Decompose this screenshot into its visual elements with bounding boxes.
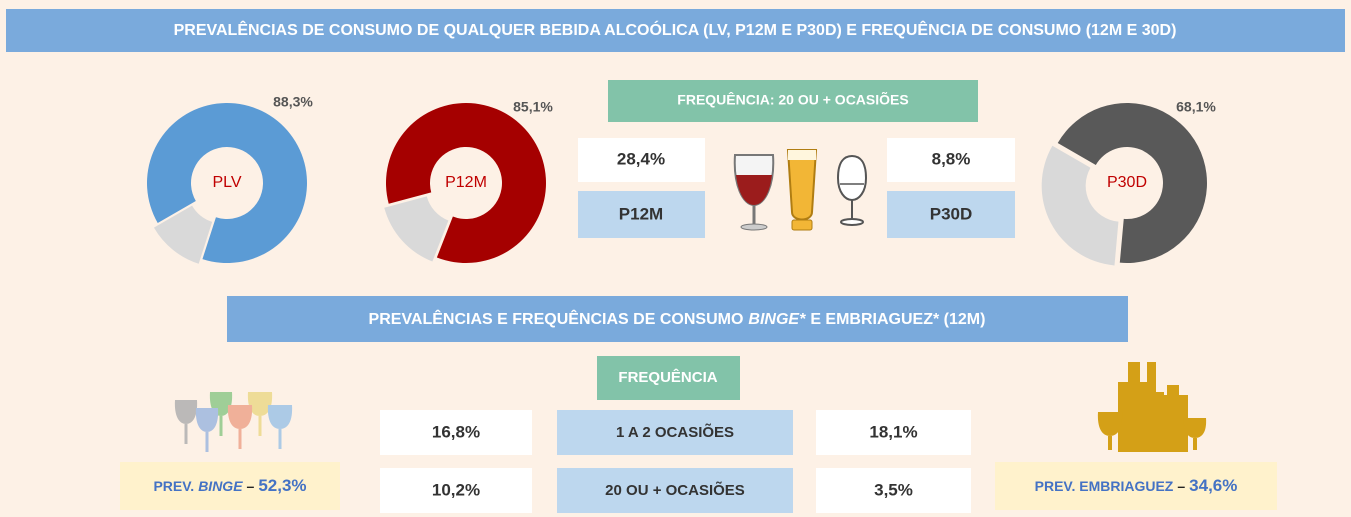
donut-slice <box>1057 102 1208 263</box>
donut-slice <box>147 103 307 264</box>
drunk-sep: – <box>1177 478 1185 494</box>
binge-text: PREV. BINGE –52,3% <box>153 476 306 495</box>
title-bar <box>6 9 1345 52</box>
value-label: 88,3% <box>273 94 313 110</box>
title: PREVALÊNCIAS DE CONSUMO DE QUALQUER BEBI… <box>174 20 1177 39</box>
freq-header <box>608 80 978 122</box>
donut-rest <box>1041 145 1119 266</box>
drunk-text: PREV. EMBRIAGUEZ –34,6% <box>1035 476 1238 495</box>
glasses-group-icon <box>174 392 293 452</box>
value-box <box>887 138 1015 182</box>
label-box <box>887 191 1015 238</box>
value-label: 68,1% <box>1176 99 1216 115</box>
drunk-value: 34,6% <box>1189 476 1237 495</box>
row-label: 1 A 2 OCASIÕES <box>616 423 734 441</box>
label: P30D <box>930 204 973 223</box>
row-box <box>816 468 971 513</box>
row-box <box>380 468 532 513</box>
bottles-icon <box>1097 362 1207 452</box>
freq-header <box>597 356 740 400</box>
donut-slice <box>386 103 546 263</box>
row-box <box>380 410 532 455</box>
section-title: PREVALÊNCIAS E FREQUÊNCIAS DE CONSUMO BIN… <box>369 309 986 328</box>
value-box <box>578 138 705 182</box>
drunk-prefix: PREV. EMBRIAGUEZ <box>1035 478 1174 494</box>
label: P12M <box>619 204 663 223</box>
donut-rest <box>384 196 449 262</box>
binge-value: 52,3% <box>258 476 306 495</box>
row-left: 10,2% <box>432 480 480 499</box>
value: 8,8% <box>932 149 971 168</box>
binge-box <box>120 462 340 510</box>
donut-rest <box>153 205 213 264</box>
label-box <box>578 191 705 238</box>
row-box <box>816 410 971 455</box>
binge-term: BINGE <box>198 478 243 494</box>
value-label: 85,1% <box>513 99 553 115</box>
value: 28,4% <box>617 149 665 168</box>
glasses-icon <box>733 149 868 231</box>
freq-header-text: FREQUÊNCIA: 20 OU + OCASIÕES <box>677 91 908 108</box>
center-label: P12M <box>445 174 487 191</box>
freq-header-text: FREQUÊNCIA <box>618 368 717 386</box>
row-box <box>557 410 793 455</box>
binge-prefix: PREV. <box>153 478 194 494</box>
row-box <box>557 468 793 513</box>
section-title-part: E EMBRIAGUEZ* (12M) <box>810 311 985 328</box>
row-label: 20 OU + OCASIÕES <box>605 481 745 499</box>
row-left: 16,8% <box>432 422 480 441</box>
drunk-box <box>995 462 1277 510</box>
section-bar <box>227 296 1128 342</box>
center-label: PLV <box>212 174 241 191</box>
section-title-part: BINGE* <box>748 311 806 328</box>
section-title-part: PREVALÊNCIAS E FREQUÊNCIAS DE CONSUMO <box>369 309 744 328</box>
row-right: 18,1% <box>869 422 917 441</box>
row-right: 3,5% <box>874 480 913 499</box>
binge-sep: – <box>247 478 255 494</box>
center-label: P30D <box>1107 174 1147 191</box>
